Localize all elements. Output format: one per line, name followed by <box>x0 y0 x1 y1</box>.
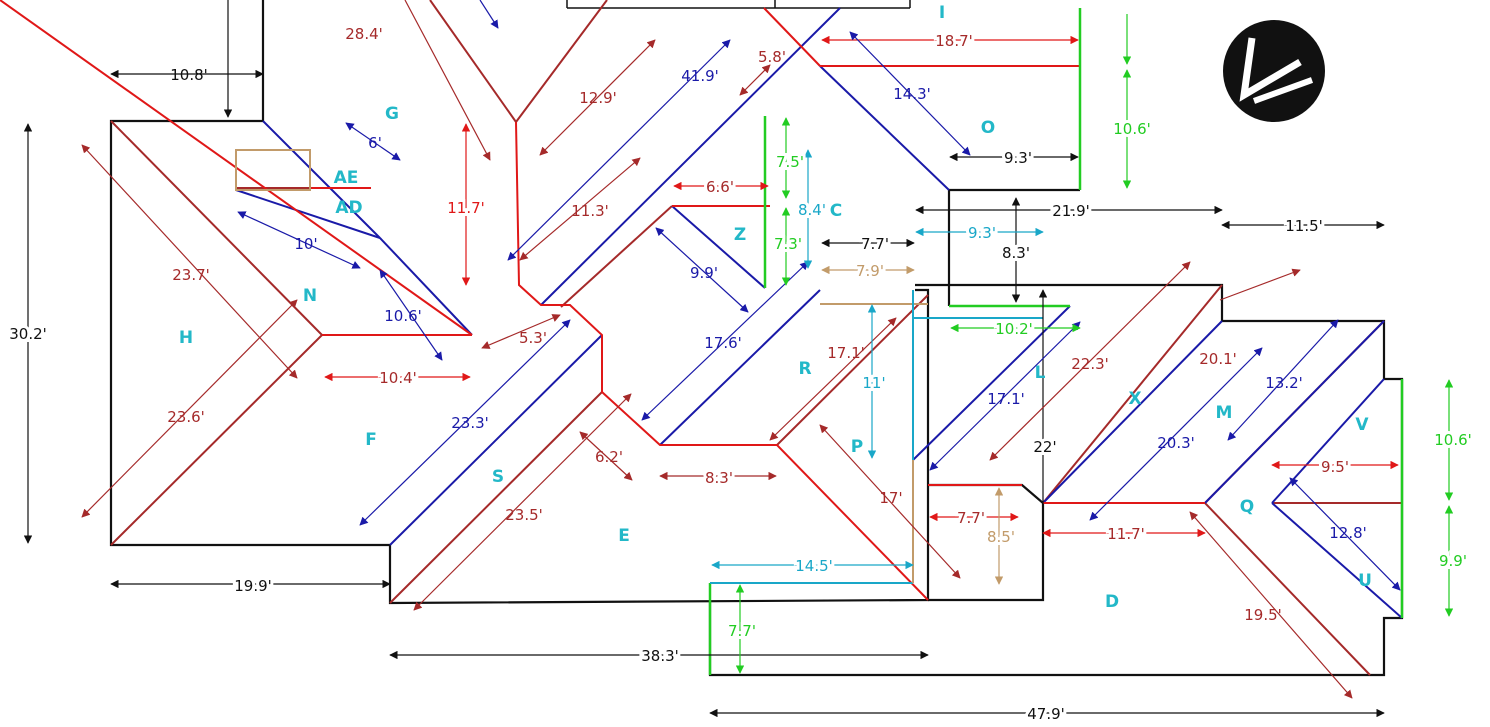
facet-label-Q: Q <box>1240 497 1254 517</box>
facet-label-Z: Z <box>734 225 746 245</box>
facet-label-G: G <box>385 104 399 124</box>
dim-19-5: 19.5' <box>1244 606 1282 624</box>
facet-label-P: P <box>851 437 863 457</box>
facet-label-M: M <box>1216 403 1233 423</box>
dimension-labels: 28.4' 10.8' 6' 10' 23.7' 30.2' 23.6' 19.… <box>6 25 1475 726</box>
dim-47-9: 47.9' <box>1027 705 1065 723</box>
dim-7-9: 7.9' <box>856 262 884 280</box>
dim-14-5: 14.5' <box>795 557 833 575</box>
dim-10: 10' <box>294 235 317 253</box>
facet-label-I: I <box>939 3 945 23</box>
dim-10-8: 10.8' <box>170 66 208 84</box>
dim-41-9: 41.9' <box>681 67 719 85</box>
dim-19-9: 19.9' <box>234 577 272 595</box>
dim-7-3: 7.3' <box>774 235 802 253</box>
dim-13-2: 13.2' <box>1265 374 1303 392</box>
dim-38-3: 38.3' <box>641 647 679 665</box>
facet-label-L: L <box>1035 363 1046 383</box>
dim-10-6b: 10.6' <box>1113 120 1151 138</box>
dim-8-3b: 8.3' <box>705 469 733 487</box>
dim-9-9b: 9.9' <box>1439 552 1467 570</box>
facet-label-N: N <box>303 286 317 306</box>
dimension-arrows <box>23 0 1454 718</box>
facet-label-C: C <box>830 201 842 221</box>
facet-label-X: X <box>1128 389 1141 409</box>
dim-6-6: 6.6' <box>706 178 734 196</box>
ridge-lines <box>110 0 1402 676</box>
dim-5-8: 5.8' <box>758 48 786 66</box>
dim-6: 6' <box>368 134 382 152</box>
dim-7-7a: 7.7' <box>861 235 889 253</box>
facet-label-H: H <box>179 328 193 348</box>
dim-9-9a: 9.9' <box>690 264 718 282</box>
dim-8-5: 8.5' <box>987 528 1015 546</box>
dim-12-8: 12.8' <box>1329 524 1367 542</box>
dim-10-6a: 10.6' <box>384 307 422 325</box>
dim-11-3: 11.3' <box>571 202 609 220</box>
header-table-fragment <box>566 0 911 9</box>
dim-11: 11' <box>862 374 885 392</box>
roof-outline <box>109 0 1404 677</box>
logo-icon <box>1223 20 1325 122</box>
dim-17: 17' <box>879 489 902 507</box>
dim-7-5: 7.5' <box>776 153 804 171</box>
dim-23-6: 23.6' <box>167 408 205 426</box>
dim-23-3: 23.3' <box>451 414 489 432</box>
facet-labels: I G AE AD N H F S E Z C R P L O X M V Q … <box>179 3 1372 612</box>
dim-23-7: 23.7' <box>172 266 210 284</box>
dim-11-5: 11.5' <box>1285 217 1323 235</box>
dim-22-3: 22.3' <box>1071 355 1109 373</box>
dim-10-6c: 10.6' <box>1434 431 1472 449</box>
facet-label-AE: AE <box>334 168 359 188</box>
dim-11-7a: 11.7' <box>447 199 485 217</box>
facet-label-O: O <box>981 118 995 138</box>
facet-label-R: R <box>798 359 811 379</box>
dim-9-3a: 9.3' <box>1004 149 1032 167</box>
dim-30-2: 30.2' <box>9 325 47 343</box>
dim-23-5: 23.5' <box>505 506 543 524</box>
dim-18-7: 18.7' <box>935 32 973 50</box>
facet-label-E: E <box>618 526 630 546</box>
dim-10-4: 10.4' <box>379 369 417 387</box>
dim-7-7c: 7.7' <box>728 622 756 640</box>
facet-label-F: F <box>365 430 377 450</box>
dim-17-6: 17.6' <box>704 334 742 352</box>
facet-label-U: U <box>1358 571 1372 591</box>
dim-12-9: 12.9' <box>579 89 617 107</box>
dim-17-1a: 17.1' <box>827 344 865 362</box>
dim-11-7b: 11.7' <box>1107 525 1145 543</box>
dim-17-1b: 17.1' <box>987 390 1025 408</box>
facet-label-V: V <box>1355 415 1369 435</box>
dim-9-3b: 9.3' <box>968 224 996 242</box>
dim-6-2: 6.2' <box>595 448 623 466</box>
facet-label-D: D <box>1105 592 1119 612</box>
dim-9-5: 9.5' <box>1321 458 1349 476</box>
dim-20-3: 20.3' <box>1157 434 1195 452</box>
facet-label-S: S <box>492 467 504 487</box>
dim-28-4: 28.4' <box>345 25 383 43</box>
dim-14-3: 14.3' <box>893 85 931 103</box>
dim-7-7b: 7.7' <box>957 509 985 527</box>
dim-20-1: 20.1' <box>1199 350 1237 368</box>
dim-22: 22' <box>1033 438 1056 456</box>
dim-8-4: 8.4' <box>798 201 826 219</box>
dim-21-9: 21.9' <box>1052 202 1090 220</box>
dim-5-3: 5.3' <box>519 329 547 347</box>
dim-10-2: 10.2' <box>995 320 1033 338</box>
dim-8-3a: 8.3' <box>1002 244 1030 262</box>
facet-label-AD: AD <box>335 198 362 218</box>
